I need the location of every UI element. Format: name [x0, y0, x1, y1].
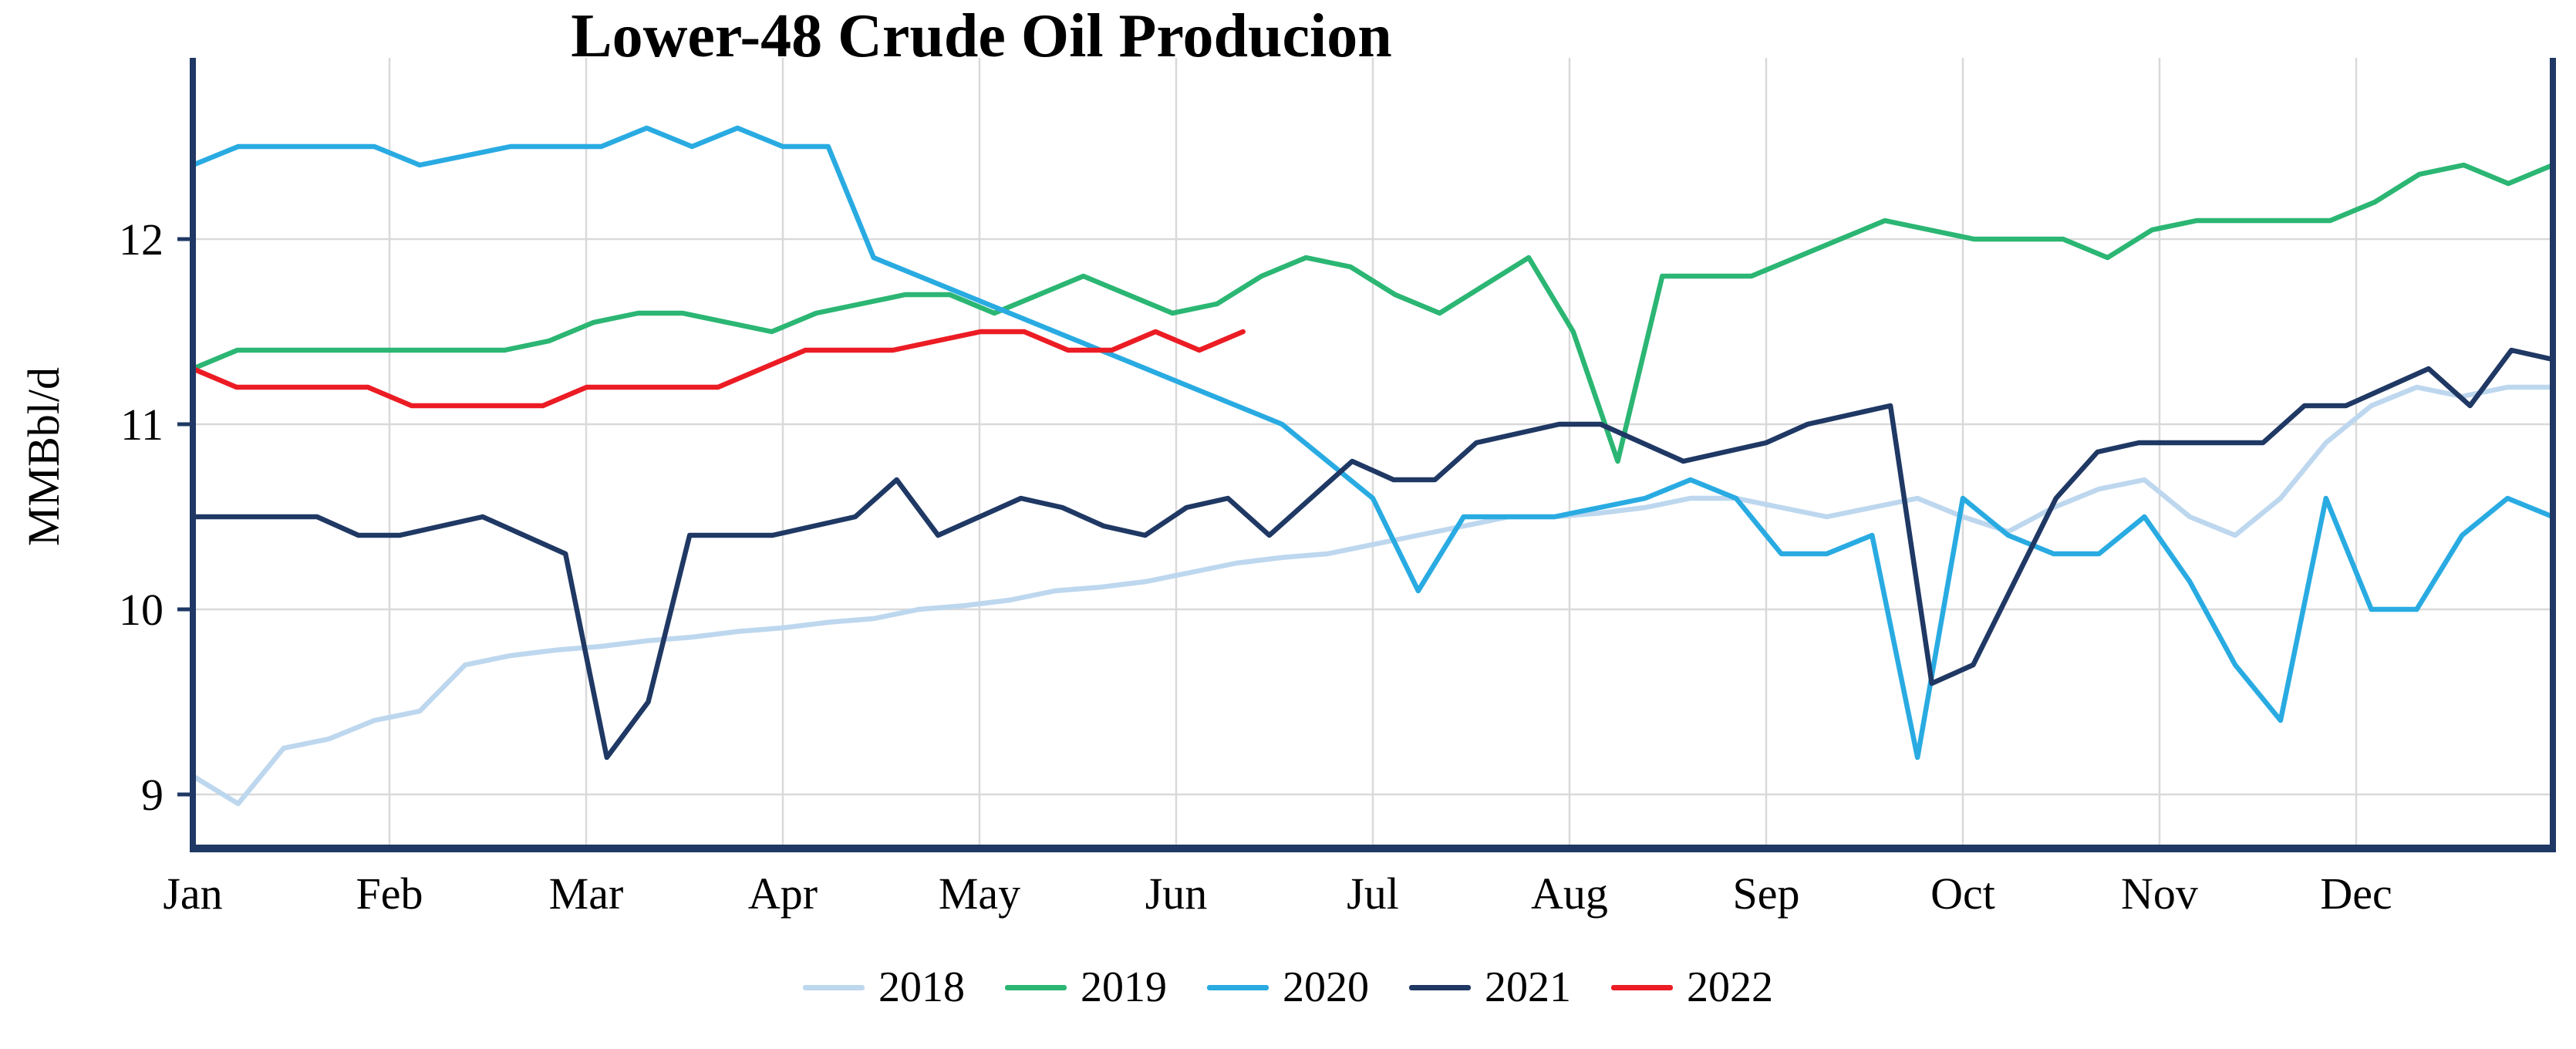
y-tick-label: 11: [120, 400, 164, 450]
x-tick-label: Feb: [356, 869, 423, 919]
x-tick-label: Jan: [163, 869, 222, 919]
x-tick-label: Nov: [2121, 869, 2198, 919]
legend-swatch-2022: [1611, 984, 1673, 990]
legend-label-2021: 2021: [1485, 963, 1571, 1011]
y-tick-label: 9: [141, 770, 164, 820]
legend-label-2020: 2020: [1283, 963, 1369, 1011]
legend-swatch-2020: [1207, 984, 1269, 990]
x-tick-label: Oct: [1930, 869, 1995, 919]
legend-item-2021: 2021: [1409, 963, 1571, 1012]
x-tick-label: Aug: [1531, 869, 1608, 919]
legend: 2018 2019 2020 2021 2022: [0, 963, 2576, 1012]
x-tick-label: Jun: [1145, 869, 1208, 919]
x-tick-label: May: [939, 869, 1020, 919]
x-tick-label: Apr: [748, 869, 818, 919]
legend-item-2020: 2020: [1207, 963, 1369, 1012]
legend-item-2019: 2019: [1005, 963, 1167, 1012]
legend-label-2019: 2019: [1081, 963, 1167, 1011]
series-line-2019: [190, 162, 2556, 464]
series-line-2020: [190, 125, 2556, 761]
legend-swatch-2018: [803, 984, 865, 990]
y-tick-label: 10: [119, 585, 164, 635]
series-line-2021: [190, 347, 2556, 761]
legend-label-2022: 2022: [1687, 963, 1773, 1011]
x-tick-label: Jul: [1347, 869, 1399, 919]
x-tick-label: Sep: [1733, 869, 1800, 919]
x-tick-label: Dec: [2320, 869, 2392, 919]
legend-label-2018: 2018: [878, 963, 965, 1011]
chart-title: Lower-48 Crude Oil Producion: [571, 2, 1392, 70]
legend-item-2018: 2018: [803, 963, 965, 1012]
legend-swatch-2019: [1005, 984, 1067, 990]
y-tick-label: 12: [119, 214, 164, 265]
legend-swatch-2021: [1409, 984, 1471, 990]
legend-item-2022: 2022: [1611, 963, 1773, 1012]
series-line-2022: [190, 329, 1246, 409]
x-tick-label: Mar: [549, 869, 624, 919]
